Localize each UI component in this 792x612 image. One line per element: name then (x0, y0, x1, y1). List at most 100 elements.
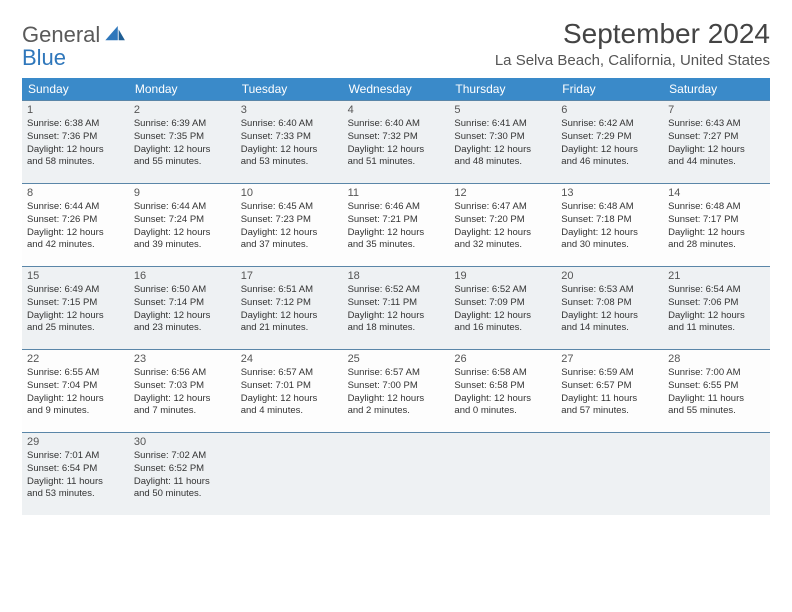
daylight-line-1: Daylight: 12 hours (668, 227, 765, 240)
day-cell (449, 433, 556, 515)
calendar: SundayMondayTuesdayWednesdayThursdayFrid… (22, 78, 770, 515)
daylight-line-1: Daylight: 12 hours (27, 393, 124, 406)
daylight-line-1: Daylight: 12 hours (348, 310, 445, 323)
day-cell: 29Sunrise: 7:01 AMSunset: 6:54 PMDayligh… (22, 433, 129, 515)
daylight-line-2: and 53 minutes. (241, 156, 338, 169)
day-cell (236, 433, 343, 515)
sunrise-line: Sunrise: 6:49 AM (27, 284, 124, 297)
sunset-line: Sunset: 6:54 PM (27, 463, 124, 476)
daylight-line-2: and 51 minutes. (348, 156, 445, 169)
day-number: 13 (561, 187, 658, 199)
sunset-line: Sunset: 7:17 PM (668, 214, 765, 227)
sunrise-line: Sunrise: 6:58 AM (454, 367, 551, 380)
week-row: 8Sunrise: 6:44 AMSunset: 7:26 PMDaylight… (22, 183, 770, 266)
sunrise-line: Sunrise: 6:39 AM (134, 118, 231, 131)
sunset-line: Sunset: 7:35 PM (134, 131, 231, 144)
day-cell: 25Sunrise: 6:57 AMSunset: 7:00 PMDayligh… (343, 350, 450, 432)
day-cell: 26Sunrise: 6:58 AMSunset: 6:58 PMDayligh… (449, 350, 556, 432)
daylight-line-2: and 50 minutes. (134, 488, 231, 501)
day-number: 1 (27, 104, 124, 116)
day-number: 28 (668, 353, 765, 365)
sunset-line: Sunset: 7:09 PM (454, 297, 551, 310)
daylight-line-2: and 23 minutes. (134, 322, 231, 335)
sunset-line: Sunset: 7:14 PM (134, 297, 231, 310)
title-block: September 2024 La Selva Beach, Californi… (495, 18, 770, 69)
sunset-line: Sunset: 7:24 PM (134, 214, 231, 227)
day-number: 8 (27, 187, 124, 199)
day-number: 15 (27, 270, 124, 282)
sunset-line: Sunset: 7:15 PM (27, 297, 124, 310)
day-cell: 4Sunrise: 6:40 AMSunset: 7:32 PMDaylight… (343, 101, 450, 183)
daylight-line-2: and 30 minutes. (561, 239, 658, 252)
day-cell: 8 Sunrise: 6:44 AMSunset: 7:26 PMDaylight… (22, 184, 129, 266)
daylight-line-2: and 4 minutes. (241, 405, 338, 418)
day-cell: 18Sunrise: 6:52 AMSunset: 7:11 PMDayligh… (343, 267, 450, 349)
daylight-line-1: Daylight: 12 hours (561, 227, 658, 240)
sunrise-line: Sunrise: 6:57 AM (241, 367, 338, 380)
day-number: 5 (454, 104, 551, 116)
daylight-line-2: and 46 minutes. (561, 156, 658, 169)
daylight-line-1: Daylight: 12 hours (348, 393, 445, 406)
daylight-line-2: and 7 minutes. (134, 405, 231, 418)
sunset-line: Sunset: 6:55 PM (668, 380, 765, 393)
sunrise-line: Sunrise: 6:40 AM (348, 118, 445, 131)
daylight-line-2: and 53 minutes. (27, 488, 124, 501)
day-cell (663, 433, 770, 515)
sunset-line: Sunset: 7:29 PM (561, 131, 658, 144)
sunrise-line: Sunrise: 6:59 AM (561, 367, 658, 380)
logo-word-2: Blue (22, 45, 66, 70)
daylight-line-1: Daylight: 12 hours (348, 227, 445, 240)
weeks-container: 1Sunrise: 6:38 AMSunset: 7:36 PMDaylight… (22, 100, 770, 515)
day-header-cell: Thursday (449, 78, 556, 100)
sunrise-line: Sunrise: 6:44 AM (27, 201, 124, 214)
day-number: 11 (348, 187, 445, 199)
daylight-line-1: Daylight: 12 hours (454, 144, 551, 157)
day-number: 20 (561, 270, 658, 282)
sunrise-line: Sunrise: 6:48 AM (668, 201, 765, 214)
sunset-line: Sunset: 7:33 PM (241, 131, 338, 144)
daylight-line-1: Daylight: 12 hours (134, 310, 231, 323)
day-cell: 30Sunrise: 7:02 AMSunset: 6:52 PMDayligh… (129, 433, 236, 515)
sunrise-line: Sunrise: 6:51 AM (241, 284, 338, 297)
daylight-line-1: Daylight: 12 hours (27, 227, 124, 240)
daylight-line-1: Daylight: 12 hours (668, 310, 765, 323)
day-cell: 21Sunrise: 6:54 AMSunset: 7:06 PMDayligh… (663, 267, 770, 349)
sunset-line: Sunset: 6:58 PM (454, 380, 551, 393)
daylight-line-1: Daylight: 11 hours (134, 476, 231, 489)
day-header-cell: Tuesday (236, 78, 343, 100)
sunset-line: Sunset: 7:36 PM (27, 131, 124, 144)
sunset-line: Sunset: 7:26 PM (27, 214, 124, 227)
day-cell: 19Sunrise: 6:52 AMSunset: 7:09 PMDayligh… (449, 267, 556, 349)
daylight-line-1: Daylight: 12 hours (27, 144, 124, 157)
day-number: 12 (454, 187, 551, 199)
day-cell: 14Sunrise: 6:48 AMSunset: 7:17 PMDayligh… (663, 184, 770, 266)
day-number: 22 (27, 353, 124, 365)
page-header: General Blue September 2024 La Selva Bea… (22, 18, 770, 70)
day-header-row: SundayMondayTuesdayWednesdayThursdayFrid… (22, 78, 770, 100)
daylight-line-1: Daylight: 12 hours (134, 144, 231, 157)
sunrise-line: Sunrise: 6:38 AM (27, 118, 124, 131)
day-number: 7 (668, 104, 765, 116)
day-cell: 22Sunrise: 6:55 AMSunset: 7:04 PMDayligh… (22, 350, 129, 432)
sunset-line: Sunset: 6:57 PM (561, 380, 658, 393)
day-number: 24 (241, 353, 338, 365)
daylight-line-2: and 2 minutes. (348, 405, 445, 418)
sunrise-line: Sunrise: 6:47 AM (454, 201, 551, 214)
day-header-cell: Wednesday (343, 78, 450, 100)
daylight-line-2: and 14 minutes. (561, 322, 658, 335)
sunset-line: Sunset: 7:21 PM (348, 214, 445, 227)
day-cell: 5Sunrise: 6:41 AMSunset: 7:30 PMDaylight… (449, 101, 556, 183)
day-number: 19 (454, 270, 551, 282)
daylight-line-1: Daylight: 12 hours (454, 227, 551, 240)
sunrise-line: Sunrise: 6:52 AM (348, 284, 445, 297)
day-number: 4 (348, 104, 445, 116)
day-number: 16 (134, 270, 231, 282)
daylight-line-2: and 9 minutes. (27, 405, 124, 418)
day-cell: 11Sunrise: 6:46 AMSunset: 7:21 PMDayligh… (343, 184, 450, 266)
daylight-line-1: Daylight: 12 hours (134, 227, 231, 240)
daylight-line-2: and 0 minutes. (454, 405, 551, 418)
daylight-line-2: and 55 minutes. (134, 156, 231, 169)
logo-word-1: General (22, 22, 100, 47)
daylight-line-1: Daylight: 12 hours (134, 393, 231, 406)
day-number: 10 (241, 187, 338, 199)
